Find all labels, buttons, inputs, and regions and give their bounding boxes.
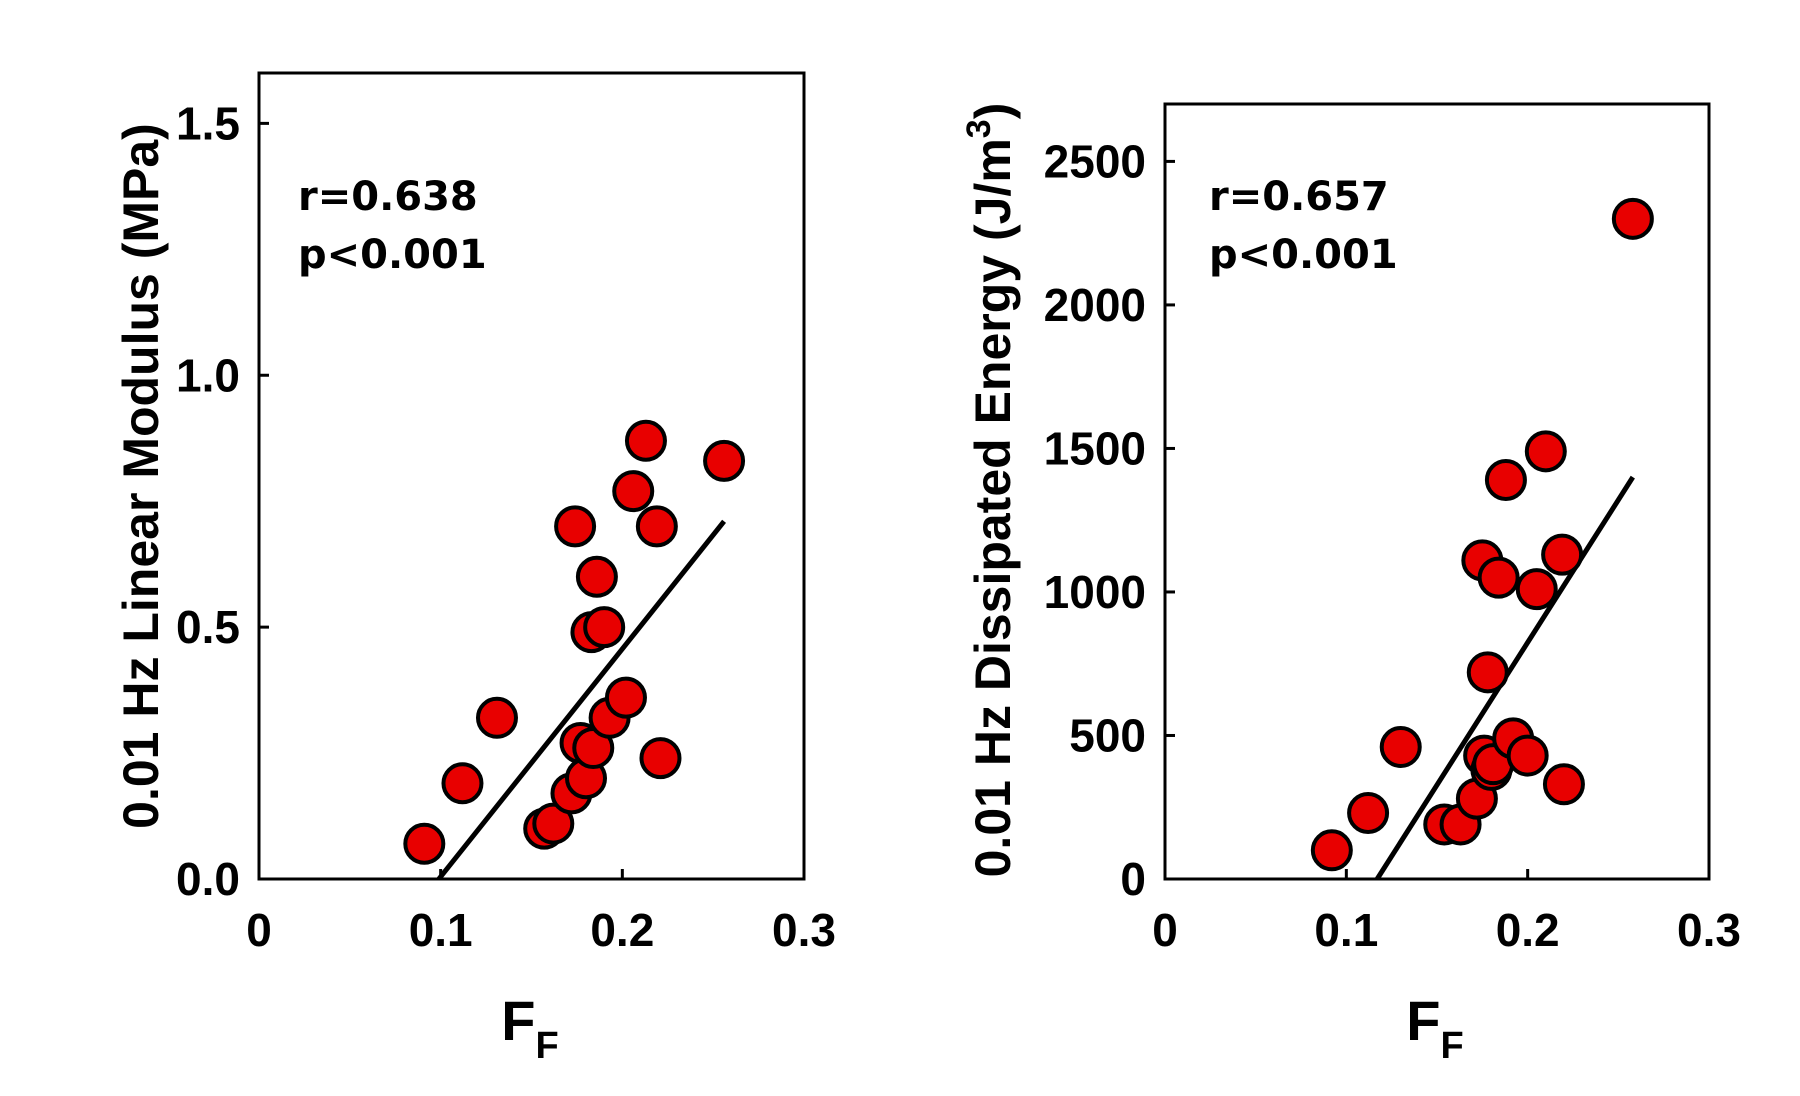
panel2-x-ticks: 0 0.1 0.2 0.3: [1152, 869, 1741, 956]
data-point: [1611, 197, 1654, 240]
y-tick-label: 0: [1120, 853, 1146, 905]
panel2-y-axis-label-superscript: 3: [960, 119, 998, 138]
panel1-annotation-r: r=0.638: [298, 174, 478, 220]
data-point: [635, 505, 678, 548]
data-point: [1506, 734, 1549, 777]
panel1-x-axis-label-subscript: F: [536, 1025, 559, 1067]
data-point: [403, 822, 446, 865]
data-point: [1466, 651, 1509, 694]
panel1-annotation-p: p<0.001: [298, 232, 487, 278]
panel1-annotation: r=0.638 p<0.001: [298, 174, 487, 278]
data-point: [1310, 829, 1353, 872]
panel2-plot-frame: [1163, 102, 1711, 881]
panel1-y-axis-label: 0.01 Hz Linear Modulus (MPa): [113, 123, 169, 829]
panel1-plot-frame: [257, 71, 806, 881]
panel-dissipated-energy: r=0.657 p<0.001 0 500 1000 1500 2000 2500 0 0.…: [960, 102, 1741, 1067]
panel1-x-ticks: 0 0.1 0.2 0.3: [246, 869, 836, 956]
panel2-marks: [1310, 197, 1654, 881]
x-tick-label: 0.1: [409, 904, 473, 956]
y-tick-label: 500: [1069, 709, 1146, 761]
panel2-annotation: r=0.657 p<0.001: [1209, 174, 1398, 278]
data-point: [441, 762, 484, 805]
panel2-annotation-r: r=0.657: [1209, 174, 1389, 220]
y-tick-label: 1.5: [176, 97, 240, 149]
panel2-x-axis-label-main: F: [1406, 989, 1440, 1052]
panel2-y-axis-label: 0.01 Hz Dissipated Energy (J/m3): [960, 103, 1021, 878]
x-tick-label: 0.3: [772, 904, 836, 956]
data-point: [583, 606, 626, 649]
y-tick-label: 0.0: [176, 853, 240, 905]
panel1-y-ticks: 0.0 0.5 1.0 1.5: [176, 97, 269, 905]
data-point: [1524, 430, 1567, 473]
y-tick-label: 1500: [1044, 422, 1146, 474]
panel1-x-axis-label: FF: [501, 989, 558, 1067]
data-point: [639, 737, 682, 780]
regression-line: [436, 519, 727, 881]
panel2-y-ticks: 0 500 1000 1500 2000 2500: [1044, 135, 1175, 905]
y-tick-label: 2500: [1044, 135, 1146, 187]
data-point: [1542, 763, 1585, 806]
x-tick-label: 0: [246, 904, 272, 956]
panel1-marks: [403, 419, 746, 881]
panel2-x-axis-label-subscript: F: [1441, 1025, 1464, 1067]
data-point: [1515, 568, 1558, 611]
data-point: [475, 696, 518, 739]
data-point: [604, 676, 647, 719]
x-tick-label: 0.2: [590, 904, 654, 956]
data-point: [624, 419, 667, 462]
panel-linear-modulus: r=0.638 p<0.001 0.00.51.01.5 0 0.1 0.2 0.3 …: [113, 71, 836, 1067]
data-point: [1484, 459, 1527, 502]
x-tick-label: 0: [1152, 904, 1178, 956]
data-point: [575, 555, 618, 598]
y-tick-label: 1000: [1044, 566, 1146, 618]
x-tick-label: 0.2: [1496, 904, 1560, 956]
x-tick-label: 0.1: [1314, 904, 1378, 956]
panel2-y-axis-label-main: 0.01 Hz Dissipated Energy (J/m: [965, 138, 1021, 877]
data-point: [1347, 791, 1390, 834]
data-point: [532, 802, 575, 845]
data-point: [1541, 533, 1584, 576]
panel2-x-axis-label: FF: [1406, 989, 1463, 1067]
panel2-annotation-p: p<0.001: [1209, 232, 1398, 278]
y-tick-label: 1.0: [176, 349, 240, 401]
y-tick-label: 0.5: [176, 601, 240, 653]
panel2-y-axis-label-close: ): [965, 103, 1021, 120]
panel1-x-axis-label-main: F: [501, 989, 535, 1052]
data-point: [1379, 725, 1422, 768]
x-tick-label: 0.3: [1677, 904, 1741, 956]
data-point: [1477, 556, 1520, 599]
data-point: [554, 505, 597, 548]
y-tick-label: 2000: [1044, 279, 1146, 331]
data-point: [612, 470, 655, 513]
data-point: [703, 439, 746, 482]
